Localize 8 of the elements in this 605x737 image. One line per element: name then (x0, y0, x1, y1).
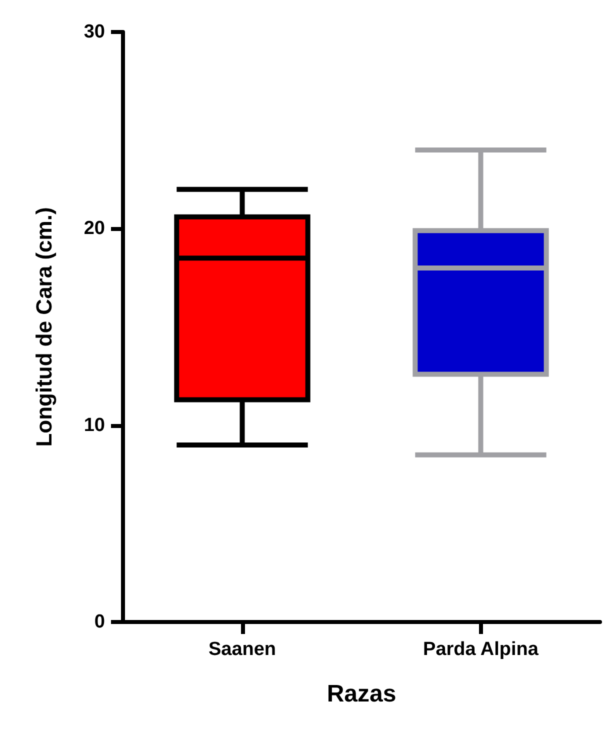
y-tick-label: 20 (84, 218, 105, 240)
y-axis-title: Longitud de Cara (cm.) (32, 207, 56, 447)
y-tick-label: 0 (94, 612, 105, 632)
x-tick-label: Saanen (208, 639, 276, 660)
y-tick-label: 30 (84, 22, 105, 42)
y-tick-label: 10 (84, 414, 105, 436)
x-tick-label: Parda Alpina (423, 639, 539, 660)
x-axis-title: Razas (326, 680, 396, 708)
